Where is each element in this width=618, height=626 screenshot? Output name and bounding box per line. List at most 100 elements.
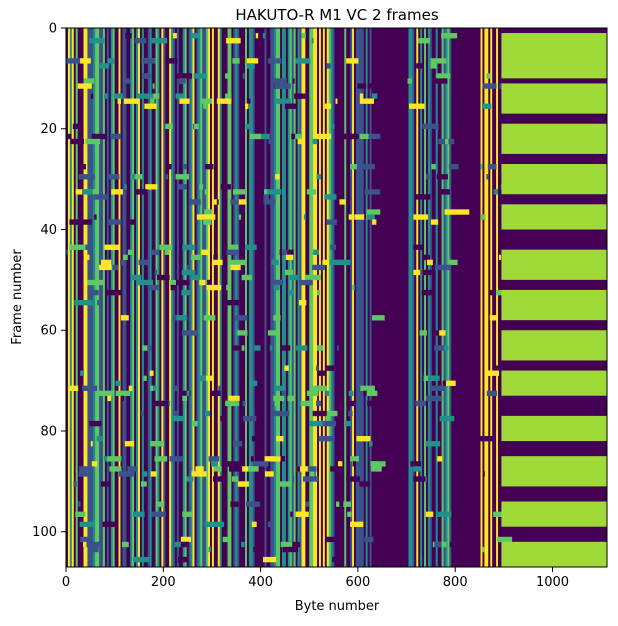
heatmap-cell bbox=[251, 521, 257, 527]
heatmap-cell bbox=[346, 58, 359, 64]
heatmap-column bbox=[344, 28, 347, 567]
heatmap-cell bbox=[181, 330, 198, 336]
heatmap-cell bbox=[486, 390, 498, 397]
heatmap-block bbox=[501, 415, 607, 442]
heatmap-column bbox=[445, 28, 448, 567]
heatmap-cell bbox=[273, 395, 284, 402]
heatmap-cell bbox=[352, 461, 356, 467]
heatmap-column bbox=[282, 28, 285, 567]
heatmap-cell bbox=[77, 83, 92, 89]
heatmap-cell bbox=[203, 103, 207, 109]
heatmap-column bbox=[404, 28, 407, 567]
heatmap-block bbox=[501, 204, 607, 230]
heatmap-cell bbox=[359, 98, 374, 104]
heatmap-cell bbox=[142, 58, 156, 64]
heatmap-cell bbox=[203, 219, 212, 225]
heatmap-column bbox=[270, 28, 273, 567]
heatmap-cell bbox=[329, 259, 342, 266]
heatmap-cell bbox=[345, 420, 352, 427]
heatmap-column bbox=[328, 28, 332, 567]
heatmap-column bbox=[383, 28, 386, 567]
heatmap-cell bbox=[212, 476, 227, 482]
heatmap-column bbox=[278, 28, 281, 567]
heatmap-column bbox=[231, 28, 234, 567]
heatmap-cell bbox=[359, 133, 369, 140]
heatmap-column bbox=[108, 28, 112, 567]
heatmap-cell bbox=[364, 189, 381, 195]
heatmap-cell bbox=[352, 284, 355, 291]
heatmap-cell bbox=[341, 133, 355, 140]
heatmap-column bbox=[334, 28, 337, 567]
heatmap-block bbox=[501, 249, 607, 280]
heatmap-column bbox=[106, 28, 110, 567]
heatmap-column bbox=[301, 28, 304, 567]
heatmap-block bbox=[501, 456, 607, 487]
heatmap-cell bbox=[359, 214, 375, 220]
heatmap-cell bbox=[238, 214, 242, 220]
heatmap-cell bbox=[311, 385, 327, 391]
heatmap-column bbox=[245, 28, 248, 567]
heatmap-cell bbox=[299, 279, 313, 286]
heatmap-cell bbox=[179, 78, 186, 84]
heatmap-column bbox=[293, 28, 297, 567]
heatmap-cell bbox=[110, 133, 121, 140]
heatmap-cell bbox=[232, 441, 243, 447]
heatmap-cell bbox=[182, 511, 193, 517]
heatmap-column bbox=[167, 28, 170, 567]
heatmap-cell bbox=[486, 73, 491, 79]
heatmap-cell bbox=[444, 209, 455, 215]
heatmap-cell bbox=[73, 481, 77, 487]
heatmap-cell bbox=[431, 164, 436, 170]
heatmap-cell bbox=[350, 521, 364, 527]
heatmap-cell bbox=[130, 274, 142, 281]
heatmap-cell bbox=[426, 511, 434, 517]
heatmap-column bbox=[132, 28, 135, 567]
heatmap-cell bbox=[242, 73, 246, 79]
heatmap-cell bbox=[243, 415, 257, 422]
heatmap-column bbox=[433, 28, 437, 567]
heatmap-column bbox=[371, 28, 374, 567]
heatmap-column bbox=[126, 28, 129, 567]
heatmap-column bbox=[317, 28, 320, 567]
heatmap-cell bbox=[133, 511, 145, 517]
heatmap-cell bbox=[245, 103, 249, 109]
heatmap-cell bbox=[253, 546, 258, 553]
heatmap-cell bbox=[200, 98, 212, 104]
heatmap-cell bbox=[79, 521, 95, 527]
heatmap-column bbox=[256, 28, 260, 567]
heatmap-cell bbox=[203, 315, 216, 321]
heatmap-cell bbox=[271, 259, 279, 266]
heatmap-column bbox=[470, 28, 474, 567]
heatmap-cell bbox=[360, 385, 375, 391]
heatmap-column bbox=[223, 28, 226, 567]
heatmap-column bbox=[498, 28, 501, 567]
heatmap-cell bbox=[68, 385, 79, 391]
heatmap-cell bbox=[282, 249, 288, 255]
heatmap-cell bbox=[316, 174, 321, 180]
heatmap-cell bbox=[117, 98, 121, 104]
heatmap-cell bbox=[191, 33, 199, 39]
heatmap-column bbox=[291, 28, 295, 567]
heatmap-column bbox=[342, 28, 345, 567]
heatmap-cell bbox=[337, 461, 343, 467]
heatmap-cell bbox=[109, 466, 122, 472]
heatmap-cell bbox=[211, 259, 223, 266]
heatmap-column bbox=[91, 28, 94, 567]
heatmap-column bbox=[79, 28, 82, 567]
heatmap-column bbox=[163, 28, 166, 567]
heatmap-column bbox=[377, 28, 380, 567]
heatmap-cell bbox=[150, 98, 155, 104]
heatmap-column bbox=[459, 28, 462, 567]
heatmap-column bbox=[213, 28, 217, 567]
heatmap-cell bbox=[268, 138, 272, 145]
heatmap-cell bbox=[227, 300, 240, 306]
heatmap-cell bbox=[191, 471, 207, 477]
heatmap-cell bbox=[317, 345, 324, 351]
heatmap-cell bbox=[115, 390, 131, 397]
heatmap-cell bbox=[90, 441, 93, 447]
heatmap-cell bbox=[84, 300, 93, 306]
heatmap-cell bbox=[496, 289, 506, 296]
heatmap-cell bbox=[172, 415, 184, 422]
heatmap-cell bbox=[151, 38, 168, 44]
heatmap-cell bbox=[372, 93, 378, 99]
